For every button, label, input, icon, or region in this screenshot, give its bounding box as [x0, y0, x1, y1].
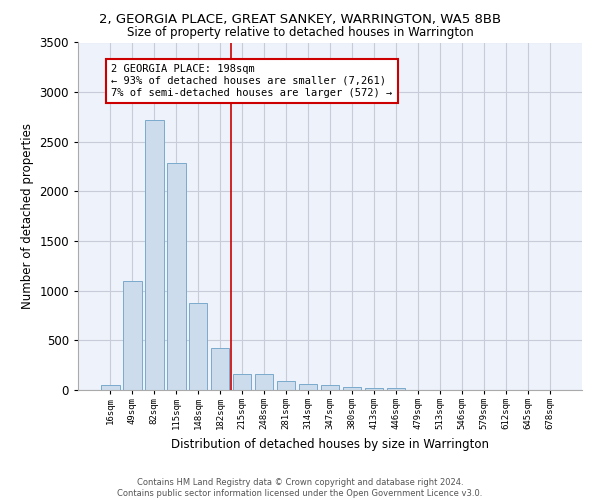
Bar	[123, 281, 142, 390]
Bar	[343, 387, 361, 390]
Bar	[386, 388, 405, 390]
Bar	[365, 388, 383, 390]
Bar	[320, 384, 340, 390]
Bar	[167, 162, 185, 390]
Text: 2, GEORGIA PLACE, GREAT SANKEY, WARRINGTON, WA5 8BB: 2, GEORGIA PLACE, GREAT SANKEY, WARRINGT…	[99, 12, 501, 26]
Bar	[233, 374, 251, 390]
Bar	[255, 374, 274, 390]
Y-axis label: Number of detached properties: Number of detached properties	[21, 123, 34, 309]
Text: Contains HM Land Registry data © Crown copyright and database right 2024.
Contai: Contains HM Land Registry data © Crown c…	[118, 478, 482, 498]
Text: Size of property relative to detached houses in Warrington: Size of property relative to detached ho…	[127, 26, 473, 39]
Bar	[145, 120, 164, 390]
Text: 2 GEORGIA PLACE: 198sqm
← 93% of detached houses are smaller (7,261)
7% of semi-: 2 GEORGIA PLACE: 198sqm ← 93% of detache…	[112, 64, 392, 98]
Bar	[211, 348, 229, 390]
Bar	[101, 384, 119, 390]
Bar	[189, 302, 208, 390]
X-axis label: Distribution of detached houses by size in Warrington: Distribution of detached houses by size …	[171, 438, 489, 450]
Bar	[277, 381, 295, 390]
Bar	[299, 384, 317, 390]
